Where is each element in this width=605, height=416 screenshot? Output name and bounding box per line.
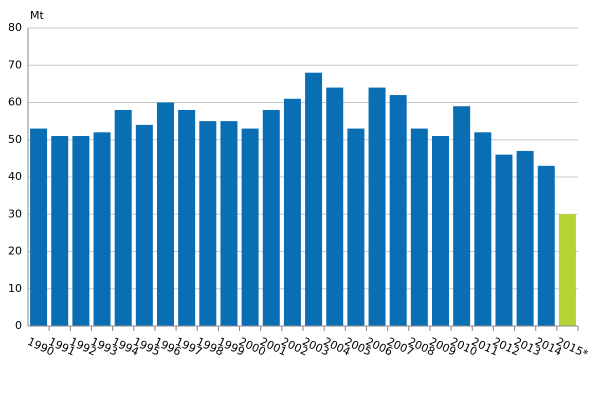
bar xyxy=(495,154,513,326)
bar xyxy=(516,150,534,326)
bar xyxy=(347,128,365,326)
bar xyxy=(326,87,344,326)
bar xyxy=(114,109,132,326)
bar xyxy=(537,165,555,326)
y-tick-label: 80 xyxy=(8,21,22,34)
bar xyxy=(558,214,576,326)
bar xyxy=(368,87,386,326)
y-tick-label: 0 xyxy=(15,319,22,332)
bar xyxy=(262,109,280,326)
bar xyxy=(135,124,153,326)
bar xyxy=(51,136,69,326)
y-tick-label: 10 xyxy=(8,282,22,295)
bar xyxy=(30,128,48,326)
bar xyxy=(389,95,407,326)
bar xyxy=(93,132,111,326)
y-axis-label: Mt xyxy=(30,9,44,22)
y-tick-label: 40 xyxy=(8,170,22,183)
bar xyxy=(220,121,238,326)
y-tick-label: 20 xyxy=(8,245,22,258)
bar xyxy=(305,72,323,326)
bar xyxy=(241,128,259,326)
bar xyxy=(474,132,492,326)
y-tick-label: 30 xyxy=(8,207,22,220)
bar xyxy=(72,136,90,326)
bar xyxy=(283,98,301,327)
bar xyxy=(157,102,174,326)
bar xyxy=(410,128,428,326)
bar xyxy=(432,136,449,326)
x-tick-label: 2015* xyxy=(554,335,590,361)
y-tick-label: 50 xyxy=(8,133,22,146)
bar xyxy=(178,109,196,326)
y-tick-label: 60 xyxy=(8,96,22,109)
bar xyxy=(199,121,217,326)
bar xyxy=(453,106,471,326)
y-tick-label: 70 xyxy=(8,58,22,71)
